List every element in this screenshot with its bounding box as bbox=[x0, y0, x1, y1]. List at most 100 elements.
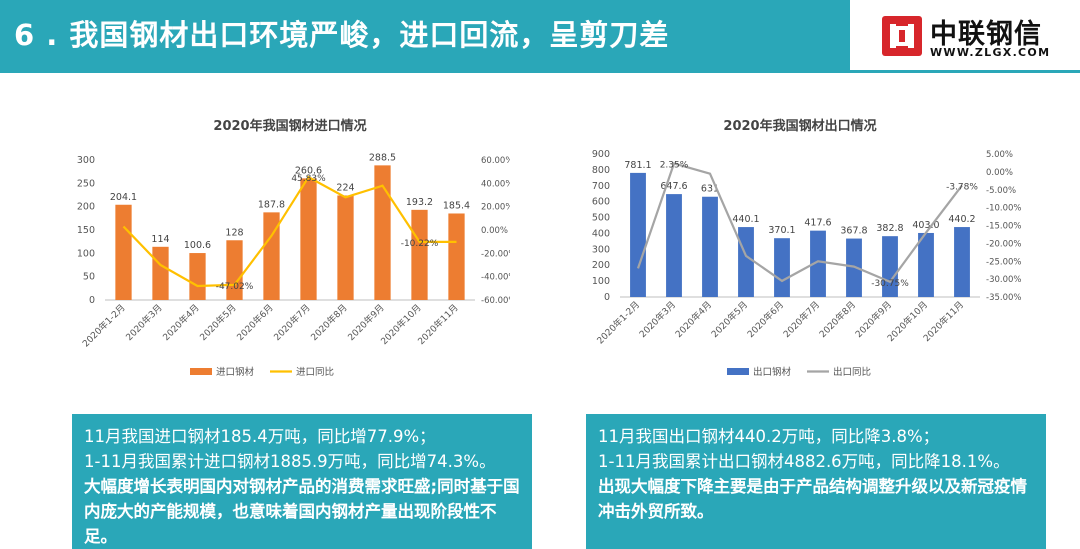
import-chart: 2020年我国钢材进口情况 0 50 100 150 200 250 300 -60.00% -4… bbox=[50, 110, 517, 394]
export-bar-label: 781.1 bbox=[624, 160, 651, 171]
logo-url: WWW.ZLGX.COM bbox=[930, 46, 1051, 59]
export-y-left-tick: 600 bbox=[592, 197, 610, 208]
import-line-label: -47.02% bbox=[216, 282, 254, 292]
export-bar-label: 403.0 bbox=[912, 220, 939, 231]
page-title: 6 . 我国钢材出口环境严峻，进口回流，呈剪刀差 bbox=[14, 18, 670, 52]
import-bar-label: 187.8 bbox=[258, 199, 285, 210]
export-y-right-tick: -35.00% bbox=[986, 293, 1021, 303]
import-line-series bbox=[122, 175, 457, 288]
import-x-tick: 2020年8月 bbox=[308, 302, 349, 343]
import-summary-line1: 11月我国进口钢材185.4万吨，同比增77.9%； bbox=[84, 427, 436, 446]
export-x-tick: 2020年8月 bbox=[817, 299, 858, 340]
export-y-left-tick: 200 bbox=[592, 260, 610, 271]
import-bar-label: 193.2 bbox=[406, 197, 433, 208]
export-summary-line2: 1-11月我国累计出口钢材4882.6万吨，同比降18.1%。 bbox=[598, 452, 1010, 471]
import-chart-svg: 2020年我国钢材进口情况 0 50 100 150 200 250 300 -60.00% -4… bbox=[77, 118, 517, 378]
export-line-label: 2.35% bbox=[660, 160, 689, 170]
import-y-left-tick: 300 bbox=[77, 155, 95, 166]
export-y-right-tick: 5.00% bbox=[986, 150, 1013, 160]
import-summary-line2: 1-11月我国累计进口钢材1885.9万吨，同比增74.3%。 bbox=[84, 452, 496, 471]
export-bar bbox=[882, 236, 898, 297]
import-bar-label: 224 bbox=[336, 182, 354, 193]
import-chart-title: 2020年我国钢材进口情况 bbox=[213, 118, 366, 134]
import-y-left-tick: 150 bbox=[77, 225, 95, 236]
export-line-series bbox=[636, 162, 963, 284]
export-y-left-tick: 500 bbox=[592, 213, 610, 224]
export-y-right-tick: -25.00% bbox=[986, 257, 1021, 267]
logo-name: 中联钢信 bbox=[930, 19, 1042, 50]
export-y-left-tick: 700 bbox=[592, 181, 610, 192]
export-summary-analysis: 出现大幅度下降主要是由于产品结构调整升级以及新冠疫情冲击外贸所致。 bbox=[598, 477, 1027, 521]
import-bar-label: 100.6 bbox=[184, 240, 211, 251]
export-x-tick: 2020年6月 bbox=[745, 299, 786, 340]
export-bar-label: 440.2 bbox=[948, 214, 975, 225]
import-bar-label: 204.1 bbox=[110, 192, 137, 203]
import-y-left-tick: 0 bbox=[89, 295, 95, 306]
export-bar bbox=[630, 172, 646, 297]
export-chart-title: 2020年我国钢材出口情况 bbox=[723, 118, 876, 134]
export-bar-label: 631 bbox=[701, 184, 719, 195]
export-y-right-tick: -5.00% bbox=[986, 186, 1016, 196]
import-bar-label: 288.5 bbox=[369, 152, 396, 163]
export-bar bbox=[954, 227, 970, 297]
export-x-tick: 2020年4月 bbox=[673, 299, 714, 340]
export-bar bbox=[918, 232, 934, 297]
import-x-tick: 2020年5月 bbox=[197, 302, 238, 343]
export-y-right-tick: -20.00% bbox=[986, 239, 1021, 249]
export-bar-label: 417.6 bbox=[804, 218, 831, 229]
header-underline bbox=[0, 70, 1080, 73]
header-banner: 6 . 我国钢材出口环境严峻，进口回流，呈剪刀差 bbox=[0, 0, 850, 70]
export-bar bbox=[810, 230, 826, 297]
export-bar bbox=[738, 227, 754, 297]
export-y-right-tick: -10.00% bbox=[986, 204, 1021, 214]
export-line-label: -3.78% bbox=[946, 182, 978, 192]
export-legend-label-bar: 出口钢材 bbox=[753, 366, 792, 378]
import-y-right-tick: 40.00% bbox=[481, 179, 510, 189]
export-y-left-tick: 100 bbox=[592, 276, 610, 287]
import-bar bbox=[115, 204, 132, 300]
export-x-tick: 2020年1-2月 bbox=[594, 299, 642, 347]
export-y-left-tick: 900 bbox=[592, 149, 610, 160]
import-x-tick: 2020年4月 bbox=[160, 302, 201, 343]
import-y-right-tick: -20.00% bbox=[481, 249, 510, 259]
import-legend-label-line: 进口同比 bbox=[296, 366, 334, 378]
export-bar-label: 370.1 bbox=[768, 225, 795, 236]
import-bar-label: 260.6 bbox=[295, 165, 322, 176]
import-bar bbox=[189, 253, 206, 300]
import-bar bbox=[152, 246, 169, 300]
export-bar bbox=[702, 196, 718, 297]
import-y-left-tick: 50 bbox=[83, 272, 95, 283]
company-logo: 中联钢信 WWW.ZLGX.COM bbox=[882, 10, 1072, 68]
import-bar-label: 185.4 bbox=[443, 200, 470, 211]
import-y-right-tick: 60.00% bbox=[481, 156, 510, 166]
export-y-right-tick: -15.00% bbox=[986, 222, 1021, 232]
import-x-tick: 2020年6月 bbox=[234, 302, 275, 343]
export-bar bbox=[666, 194, 682, 297]
import-summary-box: 11月我国进口钢材185.4万吨，同比增77.9%； 1-11月我国累计进口钢材… bbox=[72, 414, 532, 549]
export-bar-label: 367.8 bbox=[840, 226, 867, 237]
export-y-right-tick: 0.00% bbox=[986, 168, 1013, 178]
export-chart: 2020年我国钢材出口情况 0 100 200 300 400 500 600 700 800 90… bbox=[575, 110, 1055, 394]
import-bar bbox=[411, 209, 428, 300]
export-chart-svg: 2020年我国钢材出口情况 0 100 200 300 400 500 600 700 800 90… bbox=[592, 118, 1022, 378]
export-bar-label: 647.6 bbox=[660, 181, 687, 192]
import-y-right-tick: -60.00% bbox=[481, 296, 510, 306]
import-y-left-tick: 100 bbox=[77, 248, 95, 259]
export-y-left-tick: 0 bbox=[604, 292, 610, 303]
export-y-left-tick: 300 bbox=[592, 244, 610, 255]
export-y-right-tick: -30.00% bbox=[986, 275, 1021, 285]
export-line-label: -30.75% bbox=[871, 279, 909, 289]
import-x-tick: 2020年3月 bbox=[123, 302, 164, 343]
import-bar bbox=[337, 195, 354, 300]
export-x-tick: 2020年7月 bbox=[781, 299, 822, 340]
export-legend-swatch-bar bbox=[727, 368, 749, 375]
export-y-left-tick: 800 bbox=[592, 165, 610, 176]
import-y-right-tick: 0.00% bbox=[481, 226, 508, 236]
import-y-right-tick: -40.00% bbox=[481, 273, 510, 283]
import-bar bbox=[374, 165, 391, 300]
import-legend-swatch-bar bbox=[190, 368, 212, 375]
import-x-tick: 2020年9月 bbox=[345, 302, 386, 343]
import-bar bbox=[263, 212, 280, 300]
import-y-left-tick: 250 bbox=[77, 178, 95, 189]
export-legend-label-line: 出口同比 bbox=[833, 366, 871, 378]
